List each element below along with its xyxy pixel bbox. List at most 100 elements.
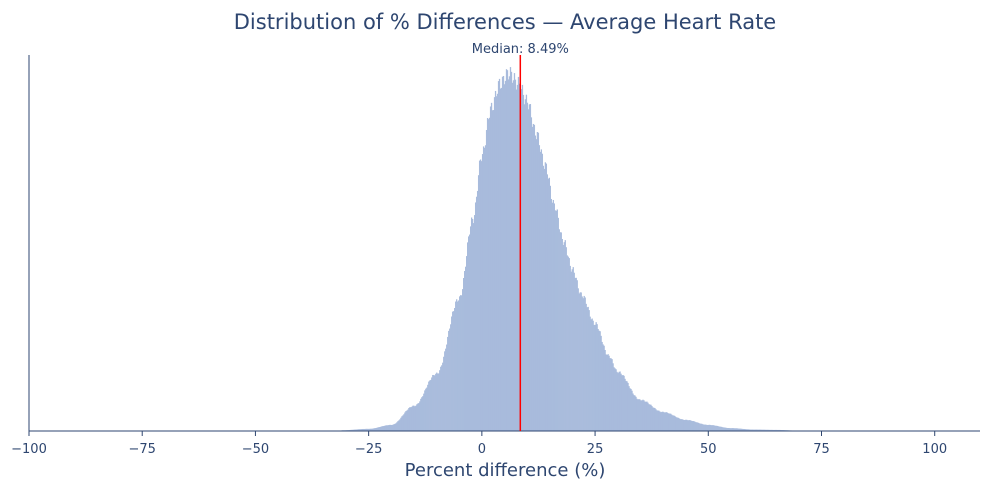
histogram-bar <box>470 217 473 431</box>
histogram-bar <box>435 373 437 431</box>
histogram-bar <box>630 388 632 431</box>
histogram-bar <box>539 151 542 432</box>
histogram-bar <box>716 425 718 431</box>
histogram-bar <box>692 421 694 431</box>
histogram-bar <box>518 83 521 431</box>
histogram-bar <box>469 226 472 431</box>
histogram-bar <box>467 236 470 431</box>
histogram-bar <box>528 104 531 432</box>
histogram-bar <box>616 371 618 431</box>
histogram-bar <box>527 109 530 431</box>
histogram-bar <box>600 335 602 431</box>
histogram-bar <box>632 393 634 431</box>
histogram-bar <box>729 428 731 431</box>
histogram-bar <box>507 79 510 432</box>
histogram-bar <box>364 428 366 431</box>
median-label: Median: 8.49% <box>472 42 569 57</box>
histogram-bar <box>495 96 498 432</box>
histogram-bar <box>421 397 423 431</box>
histogram-bar <box>414 406 416 431</box>
histogram-bar <box>770 429 773 431</box>
histogram-bar <box>481 154 484 431</box>
histogram-bar <box>760 429 763 431</box>
histogram-bar <box>399 419 401 431</box>
histogram-bar <box>363 428 365 431</box>
histogram-bar <box>705 424 707 431</box>
histogram-bar <box>472 223 475 431</box>
histogram-bar <box>703 424 705 431</box>
histogram-bar <box>680 419 682 431</box>
histogram-bar <box>402 415 404 431</box>
histogram-bar <box>531 126 534 431</box>
histogram-bar <box>461 295 463 431</box>
histogram-bar <box>683 419 685 431</box>
histogram-bar <box>637 399 639 431</box>
histogram-bar <box>693 421 695 431</box>
histogram-bar <box>547 178 549 431</box>
x-tick-label: 50 <box>700 442 717 457</box>
histogram-bar <box>665 412 667 431</box>
histogram-bar <box>361 429 363 431</box>
histogram-bar <box>733 428 735 431</box>
histogram-bar <box>509 67 512 431</box>
histogram-bar <box>351 429 353 431</box>
histogram-bar <box>611 359 613 431</box>
histogram-bar <box>392 424 394 431</box>
histogram-bar <box>740 428 743 431</box>
histogram-bar <box>395 423 397 431</box>
histogram-bar <box>664 412 666 431</box>
histogram-bar <box>607 354 609 431</box>
histogram-bar <box>684 419 686 431</box>
histogram-bar <box>644 401 646 431</box>
histogram-bar <box>437 373 439 431</box>
histogram-bar <box>566 255 568 431</box>
histogram-bar <box>575 277 577 431</box>
histogram-bar <box>663 412 665 431</box>
histogram-bar <box>605 354 607 431</box>
x-axis-ticks: −100 −75 −50 −25 0 25 50 75 100 <box>11 431 947 457</box>
histogram-bar <box>391 425 393 431</box>
histogram-bar <box>643 400 645 431</box>
histogram-bar <box>430 379 432 431</box>
histogram-bar <box>669 413 671 431</box>
histogram-bar <box>354 429 356 431</box>
histogram-bar <box>510 71 513 432</box>
histogram-bar <box>493 97 496 431</box>
histogram-bar <box>380 426 382 431</box>
histogram-bar <box>550 198 552 431</box>
histogram-bar <box>749 429 752 431</box>
histogram-bar <box>436 372 438 431</box>
histogram-bar <box>515 89 518 431</box>
histogram-bar <box>691 420 693 431</box>
histogram-bar <box>586 307 588 431</box>
histogram-bar <box>694 421 696 431</box>
histogram-bar <box>438 373 440 431</box>
histogram-bar <box>485 130 488 431</box>
histogram-bar <box>465 266 467 431</box>
histogram-bar <box>355 429 357 431</box>
histogram-bar <box>595 322 597 431</box>
histogram-bar <box>755 429 758 431</box>
histogram-bar <box>719 426 721 431</box>
histogram-bar <box>388 425 390 431</box>
histogram-bar <box>496 93 499 431</box>
histogram-bar <box>689 420 691 431</box>
histogram-bar <box>699 423 701 431</box>
histogram-bar <box>715 425 717 431</box>
histogram-bar <box>771 429 774 431</box>
histogram-bar <box>357 429 359 431</box>
histogram-bar <box>742 428 745 431</box>
histogram-bar <box>401 416 403 431</box>
histogram-bar <box>763 429 766 431</box>
histogram-bar <box>419 401 421 431</box>
histogram-bar <box>425 388 427 431</box>
histogram-bar <box>554 210 556 431</box>
histogram-bar <box>675 416 677 431</box>
histogram-bar <box>505 69 508 432</box>
histogram-bar <box>645 401 647 431</box>
histogram-bar <box>360 429 362 431</box>
x-tick-label: −100 <box>11 442 47 457</box>
histogram-bar <box>700 423 702 431</box>
histogram-bar <box>591 318 593 431</box>
